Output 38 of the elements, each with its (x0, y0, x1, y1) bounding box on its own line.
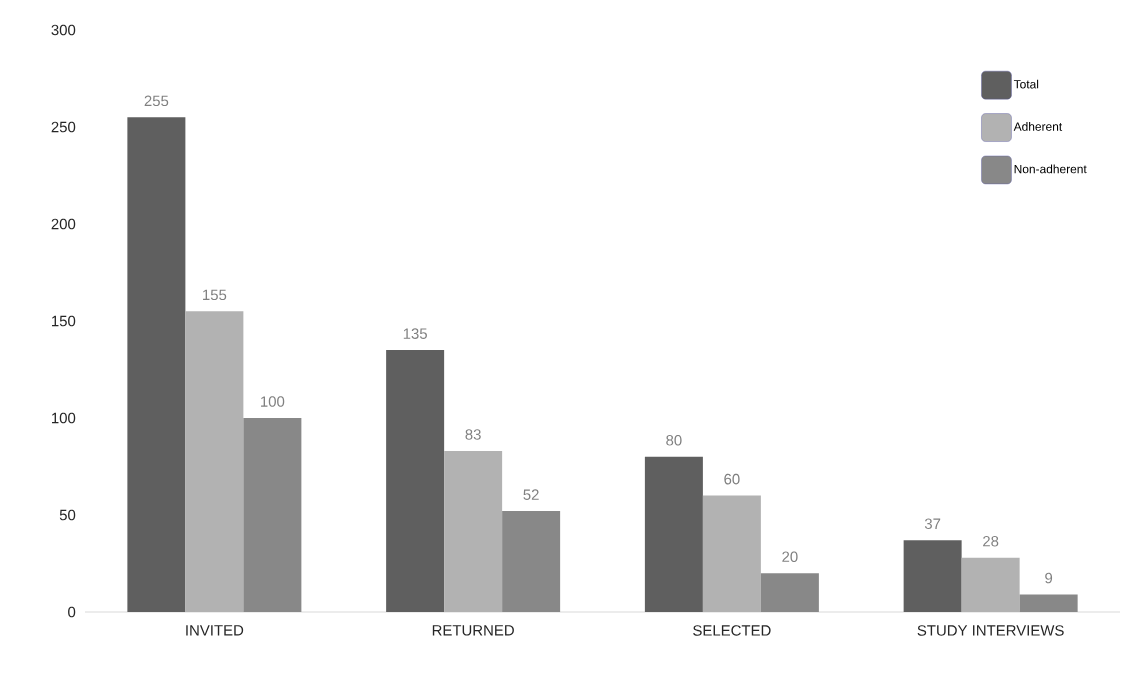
bar (961, 557, 1020, 612)
data-label: 255 (144, 95, 169, 107)
legend-label: Adherent (1013, 122, 1063, 131)
data-label: 20 (782, 551, 798, 563)
x-tick-label: SELECTED (693, 625, 771, 636)
bar (702, 495, 761, 612)
x-tick-label: STUDY INTERVIEWS (917, 625, 1064, 636)
bar (1019, 594, 1078, 612)
y-tick-label: 250 (51, 121, 76, 133)
data-label: 80 (666, 435, 682, 446)
y-tick-label: 150 (52, 315, 76, 327)
y-tick-label: 300 (51, 24, 76, 36)
data-label: 155 (203, 289, 227, 301)
data-label: 9 (1045, 572, 1053, 584)
legend-label: Total (1013, 79, 1039, 89)
data-label: 100 (261, 396, 285, 407)
y-tick-label: 0 (68, 606, 76, 618)
bar (243, 418, 302, 612)
data-label: 83 (465, 429, 481, 440)
legend-label: Non-adherent (1014, 164, 1087, 174)
y-tick-label: 100 (52, 412, 76, 424)
bar (760, 573, 819, 612)
bar (444, 450, 503, 612)
bar (386, 350, 445, 612)
data-label: 135 (403, 328, 427, 339)
data-label: 52 (523, 489, 539, 500)
y-tick-label: 50 (59, 509, 76, 521)
bar (502, 511, 561, 612)
data-label: 28 (983, 535, 999, 547)
bar (903, 540, 962, 612)
y-tick-label: 200 (51, 218, 76, 230)
x-tick-label: INVITED (186, 625, 244, 636)
data-label: 37 (924, 518, 941, 530)
bar (127, 117, 186, 612)
data-label: 60 (724, 473, 740, 485)
x-tick-label: RETURNED (432, 625, 514, 636)
bar (185, 311, 244, 612)
bar (644, 456, 703, 612)
